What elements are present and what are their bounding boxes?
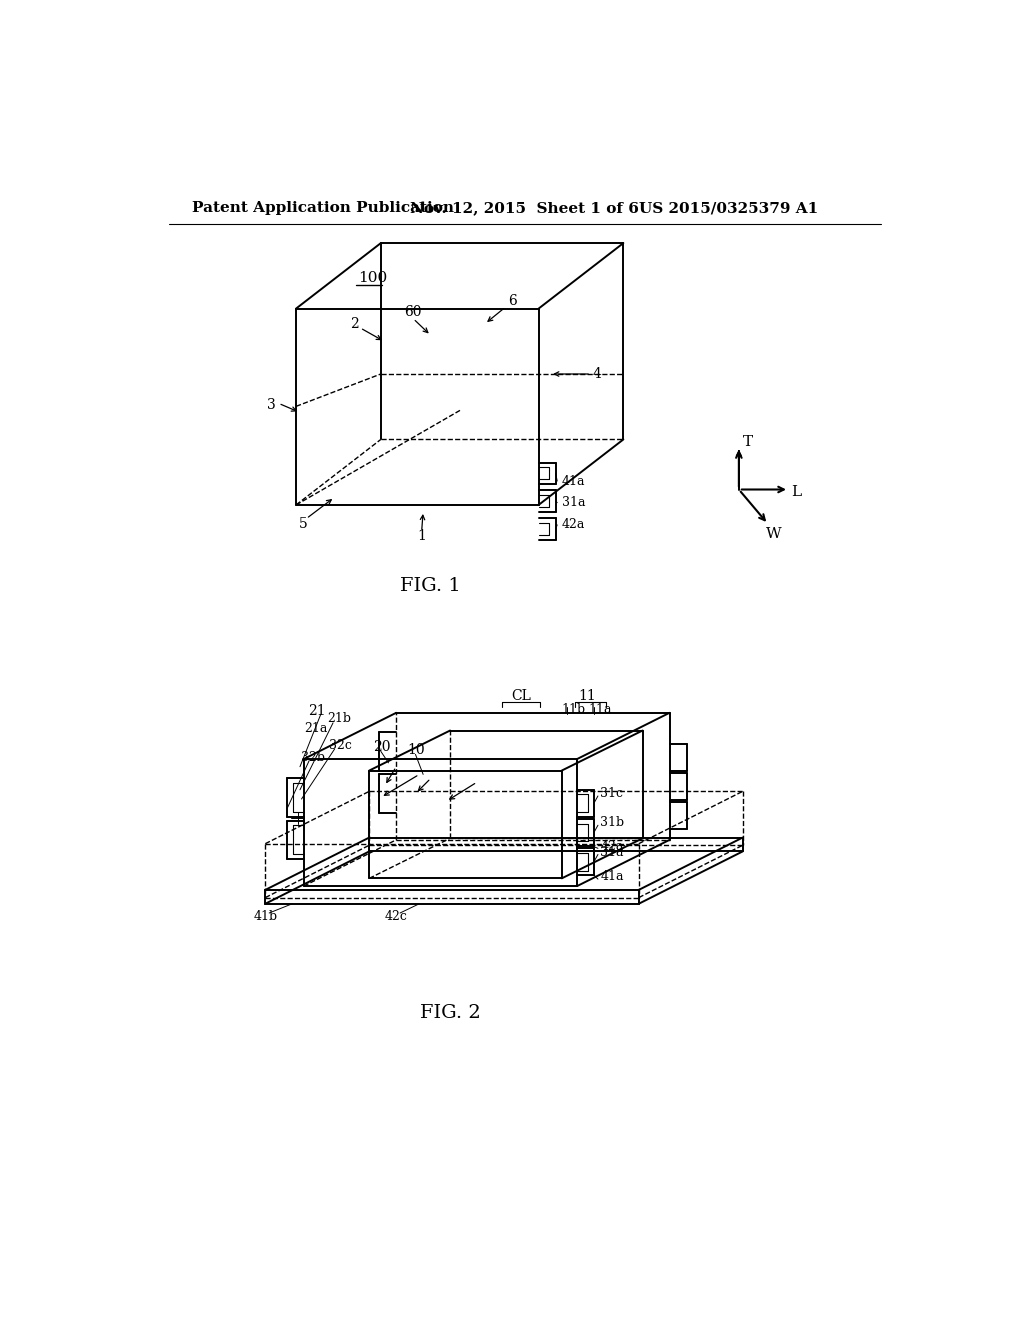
Text: 10: 10: [408, 743, 425, 756]
Text: 31b: 31b: [600, 816, 625, 829]
Text: L: L: [792, 484, 802, 499]
Text: CL: CL: [511, 689, 530, 702]
Text: 5: 5: [298, 517, 307, 531]
Text: Patent Application Publication: Patent Application Publication: [193, 202, 455, 215]
Text: 21a: 21a: [304, 722, 328, 735]
Text: T: T: [742, 434, 753, 449]
Text: 100: 100: [357, 271, 387, 285]
Text: 41a: 41a: [562, 474, 586, 487]
Text: 21b: 21b: [327, 713, 351, 726]
Text: W: W: [766, 527, 781, 541]
Text: 11: 11: [579, 689, 596, 702]
Text: 32b: 32b: [301, 751, 326, 764]
Text: 42a: 42a: [562, 519, 585, 532]
Text: 6: 6: [508, 294, 517, 308]
Text: US 2015/0325379 A1: US 2015/0325379 A1: [639, 202, 818, 215]
Text: 1: 1: [417, 529, 426, 543]
Text: 42a: 42a: [600, 841, 624, 853]
Text: 42c: 42c: [385, 911, 408, 924]
Text: 31a: 31a: [600, 846, 624, 859]
Text: Nov. 12, 2015  Sheet 1 of 6: Nov. 12, 2015 Sheet 1 of 6: [410, 202, 639, 215]
Text: 41a: 41a: [600, 870, 624, 883]
Text: 32c: 32c: [330, 739, 352, 751]
Text: 21: 21: [307, 705, 326, 718]
Text: FIG. 1: FIG. 1: [400, 577, 461, 595]
Text: 60: 60: [403, 305, 422, 319]
Text: 2: 2: [350, 317, 358, 331]
Text: 3: 3: [267, 397, 275, 412]
Text: 11b: 11b: [561, 704, 585, 717]
Text: 11a: 11a: [589, 704, 612, 717]
Text: 20: 20: [373, 739, 390, 754]
Text: FIG. 2: FIG. 2: [420, 1005, 480, 1022]
Text: 31a: 31a: [562, 496, 586, 510]
Text: 31c: 31c: [600, 787, 624, 800]
Text: 41b: 41b: [254, 911, 278, 924]
Text: 4: 4: [593, 367, 601, 381]
